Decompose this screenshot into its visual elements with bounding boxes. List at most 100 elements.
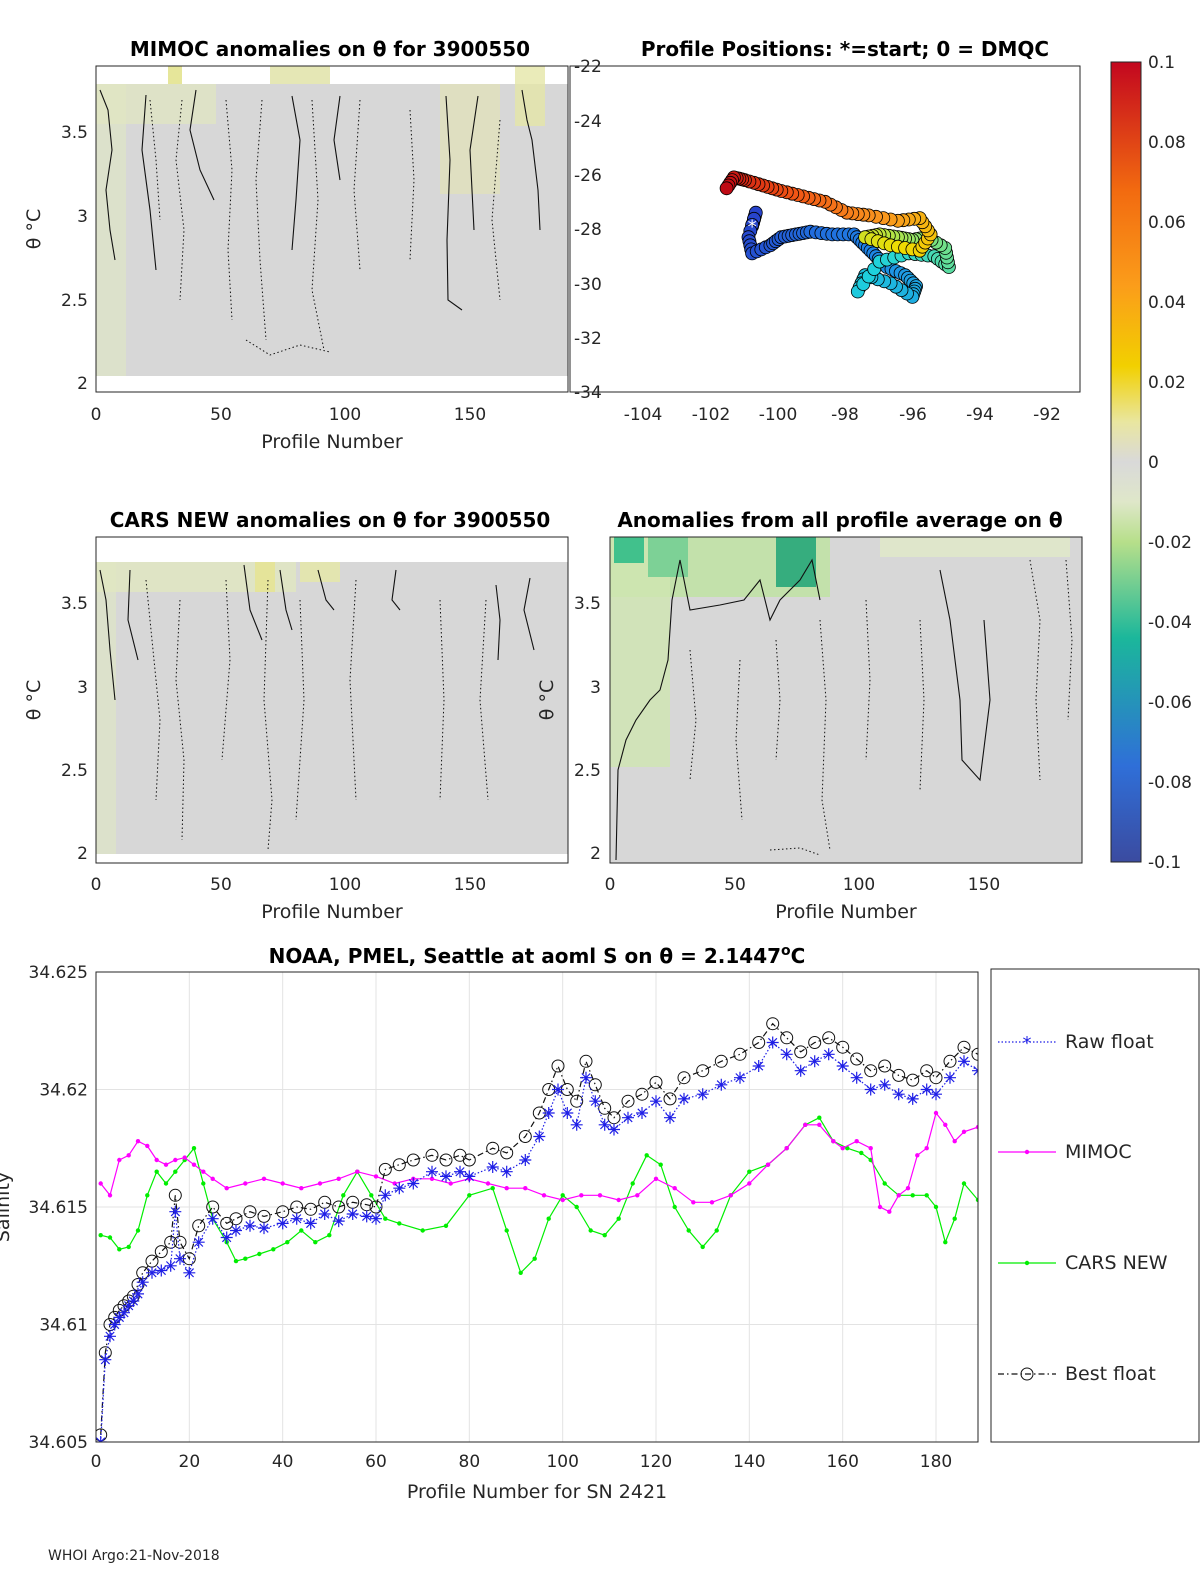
mimoc-axes-box xyxy=(95,65,569,393)
salinity-yticks: 34.605 34.61 34.615 34.62 34.625 xyxy=(29,963,88,1453)
series-raw-float xyxy=(96,1036,978,1442)
point-raw-float xyxy=(192,1236,205,1249)
avg-cold-core-a xyxy=(614,537,644,563)
point-raw-float xyxy=(379,1189,392,1202)
point-cars-new xyxy=(943,1240,948,1245)
point-best-float xyxy=(462,1153,476,1167)
point-raw-float xyxy=(370,1212,382,1225)
point-mimoc xyxy=(961,1129,967,1135)
point-cars-new xyxy=(467,1193,472,1198)
salinity-axes-box xyxy=(95,971,979,1443)
point-cars-new xyxy=(672,1204,677,1210)
series-cars-new xyxy=(98,1115,978,1276)
salinity-title-prefix: NOAA, PMEL, Seattle at aoml S on θ = 2.1… xyxy=(269,944,781,968)
point-best-float xyxy=(677,1071,691,1085)
avg-xlabel: Profile Number xyxy=(775,901,917,923)
point-cars-new xyxy=(98,1233,103,1238)
point-raw-float xyxy=(920,1083,933,1096)
point-raw-float xyxy=(552,1083,564,1096)
series-mimoc xyxy=(98,1110,978,1214)
cars-axes-box xyxy=(95,536,569,864)
avg-contours-solid xyxy=(615,558,991,861)
cars-empty-top xyxy=(96,537,568,562)
legend-raw-label: Raw float xyxy=(1065,1031,1154,1053)
point-mimoc xyxy=(896,1193,901,1198)
point-raw-float xyxy=(113,1311,126,1324)
point-raw-float xyxy=(440,1170,452,1183)
salinity-panel: NOAA, PMEL, Seattle at aoml S on θ = 2.1… xyxy=(0,943,1200,1503)
point-mimoc xyxy=(336,1176,341,1182)
point-raw-float xyxy=(332,1215,345,1228)
avg-ytick-3: 3 xyxy=(590,678,601,698)
point-raw-float xyxy=(780,1048,793,1061)
avg-ylabel: θ °C xyxy=(536,680,558,720)
point-mimoc xyxy=(905,1186,911,1191)
point-mimoc xyxy=(280,1181,285,1186)
point-cars-new xyxy=(518,1270,523,1276)
positions-yticks: -22 -24 -26 -28 -30 -32 -34 xyxy=(574,57,602,403)
point-best-float xyxy=(766,1017,780,1031)
avg-panel: Anomalies from all profile average on θ … xyxy=(536,508,1083,923)
point-cars-new xyxy=(714,1228,719,1233)
position-start-marker: * xyxy=(748,216,757,237)
cars-contours-dotted xyxy=(145,579,489,851)
point-mimoc xyxy=(635,1193,640,1198)
point-raw-float xyxy=(174,1252,186,1265)
point-cars-new xyxy=(700,1244,705,1250)
salinity-ylabel: Salinity xyxy=(0,1172,14,1242)
point-best-float xyxy=(173,1235,187,1249)
point-mimoc xyxy=(210,1176,215,1182)
point-raw-float xyxy=(542,1107,555,1119)
point-raw-float xyxy=(454,1165,466,1178)
cars-xlabel: Profile Number xyxy=(261,901,403,923)
avg-ytick-2-5: 2.5 xyxy=(574,761,601,781)
positions-xtick-96: -96 xyxy=(899,405,927,425)
point-mimoc xyxy=(691,1200,696,1205)
point-best-float xyxy=(808,1036,822,1049)
point-cars-new xyxy=(341,1193,346,1198)
point-mimoc xyxy=(485,1181,491,1186)
point-raw-float xyxy=(533,1130,546,1143)
point-best-float xyxy=(332,1200,346,1214)
positions-ytick-22: -22 xyxy=(574,57,602,77)
point-raw-float xyxy=(822,1048,835,1061)
avg-xtick-150: 150 xyxy=(968,875,1000,895)
point-raw-float xyxy=(169,1205,182,1218)
avg-ytick-2: 2 xyxy=(590,844,601,864)
point-cars-new xyxy=(383,1216,388,1221)
point-raw-float xyxy=(155,1264,168,1277)
salinity-series xyxy=(96,1017,978,1442)
positions-ytick-32: -32 xyxy=(574,329,602,349)
point-best-float xyxy=(943,1054,957,1068)
point-cars-new xyxy=(126,1244,131,1250)
cars-yticks: 2 2.5 3 3.5 xyxy=(61,594,88,864)
mimoc-xticks: 0 50 100 150 xyxy=(91,405,487,425)
positions-ytick-26: -26 xyxy=(574,166,602,186)
mimoc-xtick-50: 50 xyxy=(210,405,232,425)
point-raw-float xyxy=(276,1217,289,1230)
point-cars-new xyxy=(271,1247,276,1252)
point-raw-float xyxy=(622,1111,634,1124)
mimoc-ylabel: θ °C xyxy=(23,209,45,249)
point-raw-float xyxy=(561,1107,574,1119)
mimoc-cold-strip xyxy=(96,84,126,376)
colorbar-tick-0-02: 0.02 xyxy=(1148,373,1186,393)
point-raw-float xyxy=(794,1064,807,1077)
point-best-float xyxy=(486,1141,500,1155)
mimoc-ytick-3: 3 xyxy=(77,207,88,227)
point-raw-float xyxy=(183,1266,196,1279)
salinity-ytick-label: 34.615 xyxy=(29,1198,88,1218)
point-raw-float xyxy=(580,1071,592,1084)
colorbar-tick-0-08: 0.08 xyxy=(1148,133,1186,153)
point-raw-float xyxy=(734,1071,746,1084)
point-raw-float xyxy=(244,1219,256,1232)
colorbar-tick-0-04: 0.04 xyxy=(1148,293,1186,313)
point-cars-new xyxy=(117,1247,122,1252)
point-best-float xyxy=(864,1064,878,1078)
point-mimoc xyxy=(429,1176,435,1182)
point-mimoc xyxy=(803,1122,808,1128)
point-raw-float xyxy=(108,1318,121,1331)
point-mimoc xyxy=(224,1186,229,1191)
legend-box xyxy=(990,968,1200,1443)
point-best-float xyxy=(649,1075,663,1089)
